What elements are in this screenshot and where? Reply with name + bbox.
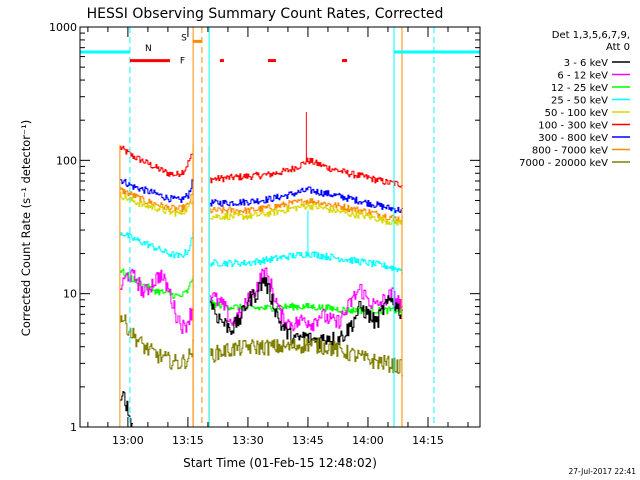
series-50-100kev-trace-2 (209, 202, 403, 226)
series-25-50kev-trace-1 (119, 232, 194, 259)
y-tick-label: 100 (56, 154, 77, 167)
x-tick-label: 14:15 (412, 434, 444, 447)
legend-header-line: Att 0 (606, 42, 630, 53)
footer-timestamp: 27-Jul-2017 22:41 (568, 467, 636, 476)
series-50-100kev-trace-1 (119, 191, 194, 217)
legend-entry-label: 100 - 300 keV (538, 121, 608, 132)
legend: Det 1,3,5,6,7,9,Att 0 3 - 6 keV 6 - 12 keV… (519, 30, 630, 169)
series-100-300kev-trace-2 (209, 157, 403, 188)
flag-f-label: F (180, 57, 185, 67)
series-7000-20000kev-trace-2 (209, 337, 403, 377)
x-tick-label: 13:15 (172, 434, 204, 447)
series-25-50kev-trace-2 (209, 251, 403, 274)
legend-entry-label: 300 - 800 keV (538, 133, 608, 144)
y-tick-label: 10 (63, 288, 77, 301)
series-800-7000kev-trace-1 (119, 187, 194, 213)
legend-entry-label: 50 - 100 keV (545, 108, 609, 119)
x-tick-label: 13:30 (232, 434, 264, 447)
series-800-7000kev-trace-2 (209, 198, 403, 223)
legend-entry-label: 25 - 50 keV (551, 96, 608, 107)
y-tick-label: 1000 (49, 21, 77, 34)
series-7000-20000kev-trace-1 (119, 314, 194, 370)
plot-frame (79, 26, 481, 428)
y-tick-label: 1 (70, 421, 77, 434)
series-3-6kev-trace-1 (119, 391, 133, 428)
legend-entry-label: 6 - 12 keV (557, 71, 608, 82)
flag-s-label: S (181, 33, 187, 43)
x-tick-label: 14:00 (352, 434, 384, 447)
series-100-300kev-trace-1 (119, 145, 193, 177)
x-tick-label: 13:45 (292, 434, 324, 447)
legend-header-line: Det 1,3,5,6,7,9, (552, 30, 630, 41)
annotation-layer: N S F (79, 27, 480, 427)
series-6-12kev-trace-1 (119, 268, 194, 334)
x-axis-label: Start Time (01-Feb-15 12:48:02) (183, 456, 377, 470)
legend-entry-label: 800 - 7000 keV (532, 146, 608, 157)
flag-n-label: N (145, 44, 152, 54)
legend-entry-label: 12 - 25 keV (551, 83, 608, 94)
y-axis-label: Corrected Count Rate (s⁻¹ detector⁻¹) (19, 120, 33, 336)
series-3-6kev-trace-2 (209, 277, 403, 349)
legend-entry-label: 3 - 6 keV (564, 58, 608, 69)
series-12-25kev-trace-1 (119, 268, 194, 299)
legend-entry-label: 7000 - 20000 keV (519, 158, 608, 169)
series-300-800kev-trace-2 (209, 186, 403, 214)
x-tick-label: 13:00 (112, 434, 144, 447)
series-layer (119, 112, 403, 428)
axes-layer: 1 10 100 1000 13:00 13:15 13:30 13:45 14:00 14:15 (49, 21, 480, 447)
chart-title: HESSI Observing Summary Count Rates, Cor… (87, 6, 444, 22)
series-300-800kev-trace-1 (119, 178, 194, 203)
